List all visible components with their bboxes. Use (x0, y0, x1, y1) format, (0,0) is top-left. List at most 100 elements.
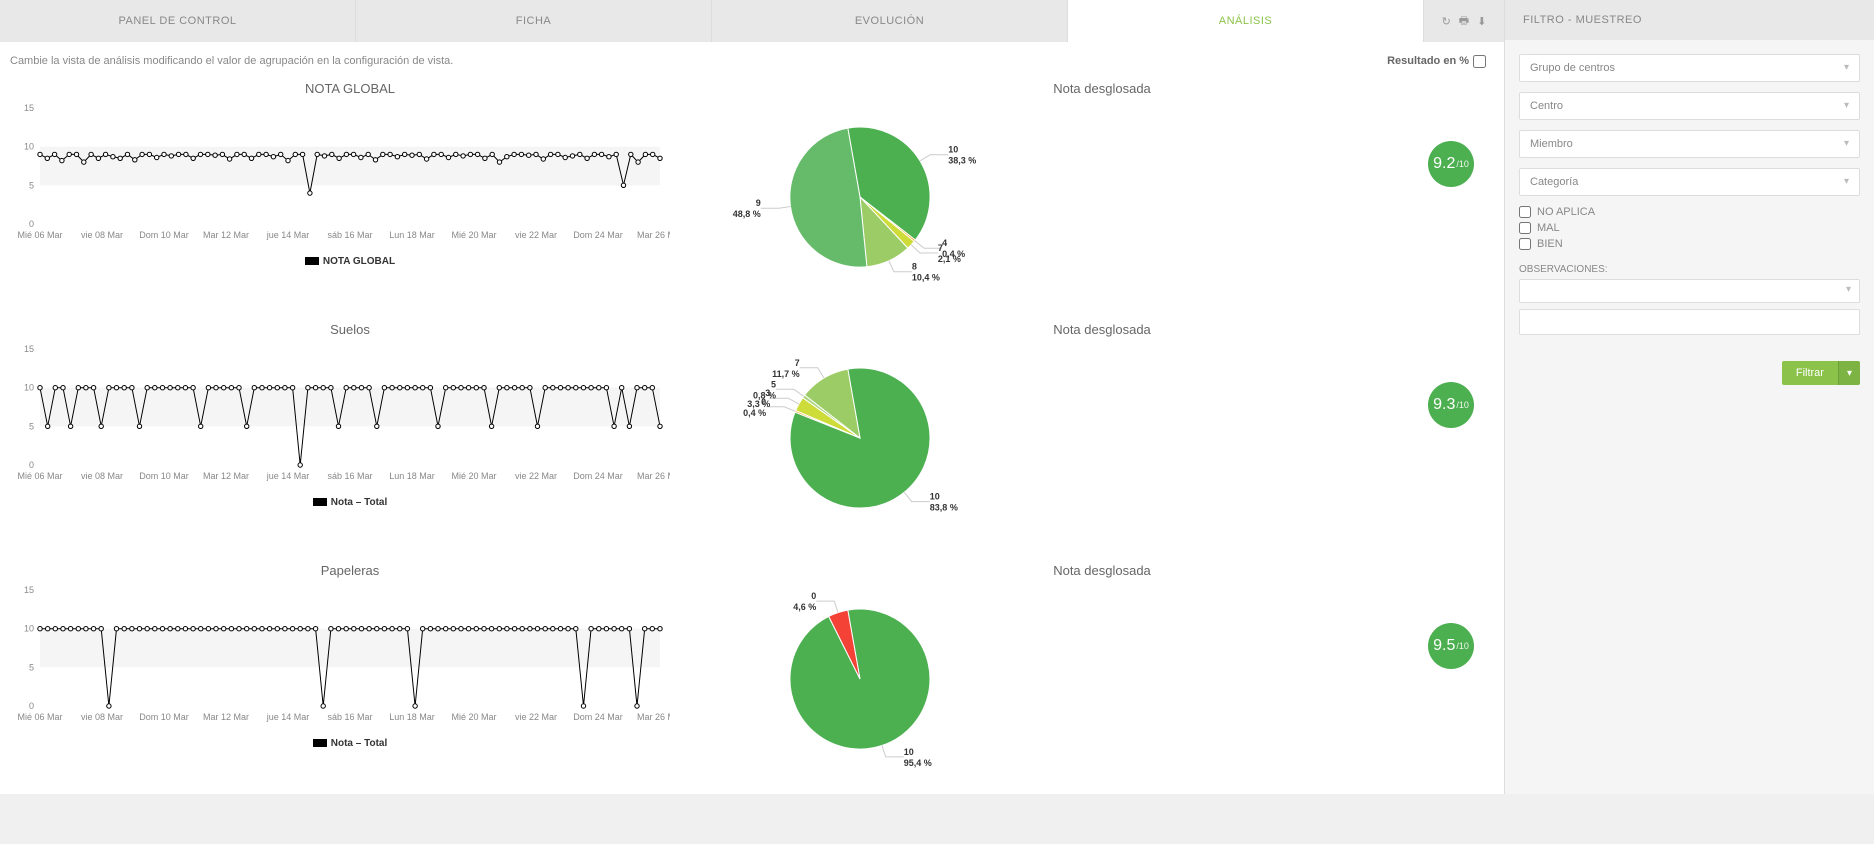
line-chart-title: NOTA GLOBAL (10, 81, 690, 96)
filter-button-split[interactable]: ▾ (1838, 361, 1860, 385)
analysis-row: NOTA GLOBAL 0 5 10 15 Mié 06 Mar vie 08 Mar Do… (10, 71, 1494, 312)
svg-text:7: 7 (795, 358, 800, 368)
result-percent-label: Resultado en % (1387, 55, 1469, 67)
svg-text:jue 14 Mar: jue 14 Mar (266, 712, 310, 722)
refresh-icon[interactable]: ↻ (1442, 15, 1451, 28)
svg-text:15: 15 (24, 103, 34, 113)
line-chart-title: Papeleras (10, 563, 690, 578)
svg-text:10: 10 (930, 492, 940, 502)
filter-select-miembro[interactable]: Miembro (1519, 130, 1860, 158)
svg-text:sáb 16 Mar: sáb 16 Mar (327, 230, 372, 240)
filter-panel-header: FILTRO - MUESTREO (1505, 0, 1874, 40)
svg-text:sáb 16 Mar: sáb 16 Mar (327, 471, 372, 481)
svg-text:3,3 %: 3,3 % (747, 399, 770, 409)
svg-text:Dom 24 Mar: Dom 24 Mar (573, 471, 623, 481)
svg-text:Dom 24 Mar: Dom 24 Mar (573, 712, 623, 722)
filter-button[interactable]: Filtrar (1782, 361, 1838, 385)
tab-análisis[interactable]: ANÁLISIS (1068, 0, 1424, 42)
analysis-row: Papeleras 0 5 10 15 Mié 06 Mar vie 08 Mar Dom … (10, 553, 1494, 794)
tab-panel-de-control[interactable]: PANEL DE CONTROL (0, 0, 356, 42)
svg-text:Mar 26 Mar: Mar 26 Mar (637, 230, 670, 240)
svg-text:10: 10 (904, 747, 914, 757)
line-chart: 051015Mié 06 Marvie 08 MarDom 10 MarMar … (10, 584, 670, 734)
filter-check-no-aplica[interactable]: NO APLICA (1519, 206, 1860, 218)
filter-select-grupo-de-centros[interactable]: Grupo de centros (1519, 54, 1860, 82)
tab-evolución[interactable]: EVOLUCIÓN (712, 0, 1068, 42)
score-badge: 9.3/10 (1428, 382, 1474, 428)
filter-select-categoría[interactable]: Categoría (1519, 168, 1860, 196)
observations-label: OBSERVACIONES: (1519, 264, 1860, 275)
svg-text:2,1 %: 2,1 % (938, 254, 961, 264)
svg-text:11,7 %: 11,7 % (772, 369, 800, 379)
svg-text:10,4 %: 10,4 % (912, 273, 940, 283)
svg-text:5: 5 (29, 180, 34, 190)
svg-text:38,3 %: 38,3 % (948, 156, 976, 166)
score-badge: 9.2/10 (1428, 141, 1474, 187)
pie-chart: 1038,3 %40,4 %72,1 %810,4 %948,8 % (710, 102, 1130, 302)
svg-text:48,8 %: 48,8 % (733, 209, 761, 219)
filter-check-mal[interactable]: MAL (1519, 222, 1860, 234)
svg-text:95,4 %: 95,4 % (904, 758, 932, 768)
svg-text:jue 14 Mar: jue 14 Mar (266, 471, 310, 481)
svg-text:0,8 %: 0,8 % (753, 390, 776, 400)
score-badge: 9.5/10 (1428, 623, 1474, 669)
svg-text:5: 5 (29, 662, 34, 672)
svg-text:vie 08 Mar: vie 08 Mar (81, 230, 123, 240)
svg-text:vie 22 Mar: vie 22 Mar (515, 712, 557, 722)
svg-text:Mié 20 Mar: Mié 20 Mar (451, 230, 496, 240)
svg-text:7: 7 (938, 243, 943, 253)
svg-text:Mié 06 Mar: Mié 06 Mar (17, 230, 62, 240)
tabs: PANEL DE CONTROLFICHAEVOLUCIÓNANÁLISIS ↻ 🖶… (0, 0, 1504, 42)
svg-text:vie 22 Mar: vie 22 Mar (515, 471, 557, 481)
svg-text:10: 10 (948, 145, 958, 155)
filter-check-bien[interactable]: BIEN (1519, 238, 1860, 250)
svg-text:Mar 12 Mar: Mar 12 Mar (203, 230, 249, 240)
svg-text:0: 0 (29, 701, 34, 711)
line-chart: 051015Mié 06 Marvie 08 MarDom 10 MarMar … (10, 343, 670, 493)
svg-text:9: 9 (756, 198, 761, 208)
svg-text:15: 15 (24, 344, 34, 354)
print-icon[interactable]: 🖶 (1459, 12, 1469, 31)
filter-select-centro[interactable]: Centro (1519, 92, 1860, 120)
pie-chart: 1095,4 % 04,6 % (710, 584, 1130, 784)
pie-chart-title: Nota desglosada (710, 563, 1494, 578)
line-chart-legend: NOTA GLOBAL (10, 256, 690, 267)
line-chart-legend: Nota – Total (10, 738, 690, 749)
svg-text:10: 10 (24, 142, 34, 152)
svg-text:4,6 %: 4,6 % (793, 602, 816, 612)
svg-text:Mar 12 Mar: Mar 12 Mar (203, 471, 249, 481)
analysis-row: Suelos 051015Mié 06 Marvie 08 MarDom 10 … (10, 312, 1494, 553)
svg-text:5: 5 (771, 379, 776, 389)
tab-ficha[interactable]: FICHA (356, 0, 712, 42)
svg-text:0: 0 (29, 460, 34, 470)
svg-text:Mié 20 Mar: Mié 20 Mar (451, 712, 496, 722)
svg-text:0: 0 (811, 591, 816, 601)
svg-text:Mar 26 Mar: Mar 26 Mar (637, 712, 670, 722)
svg-text:Mié 20 Mar: Mié 20 Mar (451, 471, 496, 481)
svg-text:0: 0 (29, 219, 34, 229)
svg-text:15: 15 (24, 585, 34, 595)
svg-text:83,8 %: 83,8 % (930, 503, 958, 513)
svg-text:Dom 10 Mar: Dom 10 Mar (139, 230, 189, 240)
svg-text:Mié 06 Mar: Mié 06 Mar (17, 712, 62, 722)
svg-text:10: 10 (24, 383, 34, 393)
svg-text:Lun 18 Mar: Lun 18 Mar (389, 712, 435, 722)
pie-chart-title: Nota desglosada (710, 81, 1494, 96)
svg-text:vie 08 Mar: vie 08 Mar (81, 471, 123, 481)
svg-text:0,4 %: 0,4 % (743, 408, 766, 418)
observations-select[interactable] (1519, 279, 1860, 303)
svg-text:sáb 16 Mar: sáb 16 Mar (327, 712, 372, 722)
observations-input[interactable] (1519, 309, 1860, 335)
result-percent-checkbox[interactable] (1473, 55, 1486, 68)
line-chart: 0 5 10 15 Mié 06 Mar vie 08 Mar Dom 10 Mar Mar … (10, 102, 670, 252)
svg-text:Mié 06 Mar: Mié 06 Mar (17, 471, 62, 481)
svg-text:vie 08 Mar: vie 08 Mar (81, 712, 123, 722)
pie-chart-title: Nota desglosada (710, 322, 1494, 337)
svg-text:10: 10 (24, 624, 34, 634)
analysis-hint: Cambie la vista de análisis modificando … (10, 55, 453, 67)
svg-text:Lun 18 Mar: Lun 18 Mar (389, 471, 435, 481)
download-icon[interactable]: ⬇ (1477, 15, 1486, 28)
svg-text:vie 22 Mar: vie 22 Mar (515, 230, 557, 240)
svg-text:Mar 12 Mar: Mar 12 Mar (203, 712, 249, 722)
line-chart-title: Suelos (10, 322, 690, 337)
